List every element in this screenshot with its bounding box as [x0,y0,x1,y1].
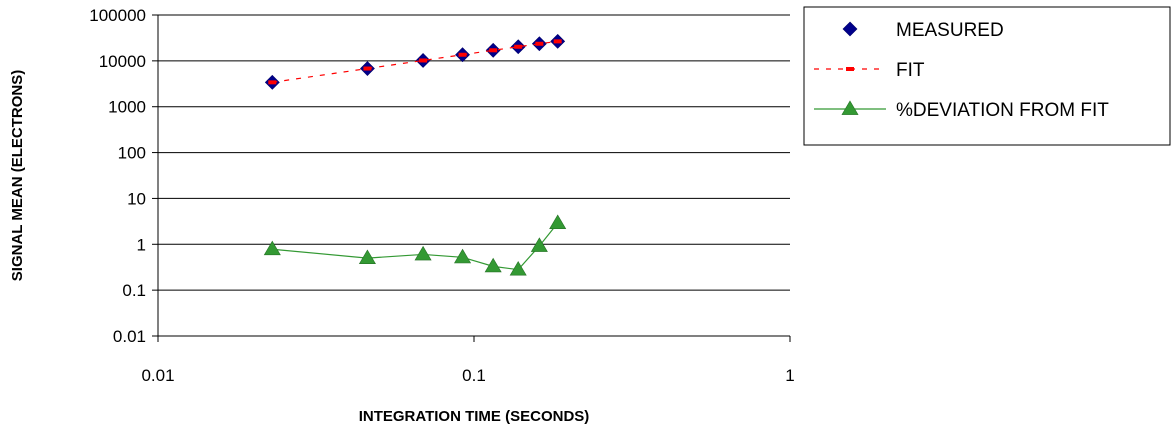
y-tick-label: 10000 [99,52,146,71]
series-1 [268,39,562,85]
x-tick-label: 0.1 [462,366,486,385]
series-line [272,222,559,271]
data-point [484,257,502,273]
data-point [489,48,498,53]
legend-marker [846,67,854,71]
data-point [358,249,376,264]
data-point [454,248,472,264]
legend-label: FIT [896,60,925,81]
legend-marker [841,100,859,115]
legend-marker [842,21,858,37]
y-tick-label: 0.1 [122,281,146,300]
legend: MEASURED FIT %DEVIATION FROM FIT [803,6,1171,146]
tick-labels: 100000 10000 1000 100 10 1 0.1 0.01 0.01 0.1 1 [89,6,794,385]
y-tick-label: 100000 [89,6,146,25]
data-point [414,245,432,261]
y-axis-title: SIGNAL MEAN (ELECTRONS) [9,70,26,281]
series-2 [263,214,567,276]
data-point [549,214,567,229]
data-point [268,80,277,85]
gridlines [158,14,790,337]
y-tick-label: 1000 [108,98,146,117]
legend-label: %DEVIATION FROM FIT [896,100,1109,121]
data-point [535,41,544,46]
data-point [363,66,372,71]
y-tick-label: 100 [118,144,146,163]
series-0 [264,33,566,90]
data-point [419,58,428,63]
y-tick-label: 10 [127,189,146,208]
data-point [553,39,562,44]
y-tick-label: 0.01 [113,327,146,346]
data-point [514,44,523,49]
legend-box [803,6,1171,146]
axes [152,14,791,342]
data-point [509,261,527,276]
data-point [263,240,281,256]
x-tick-label: 1 [785,366,794,385]
y-tick-label: 1 [137,235,146,254]
data-point [458,52,467,57]
x-tick-label: 0.01 [141,366,174,385]
x-axis-title: INTEGRATION TIME (SECONDS) [359,408,590,425]
data-point [530,237,548,252]
data-series [263,33,567,276]
legend-label: MEASURED [896,20,1004,41]
